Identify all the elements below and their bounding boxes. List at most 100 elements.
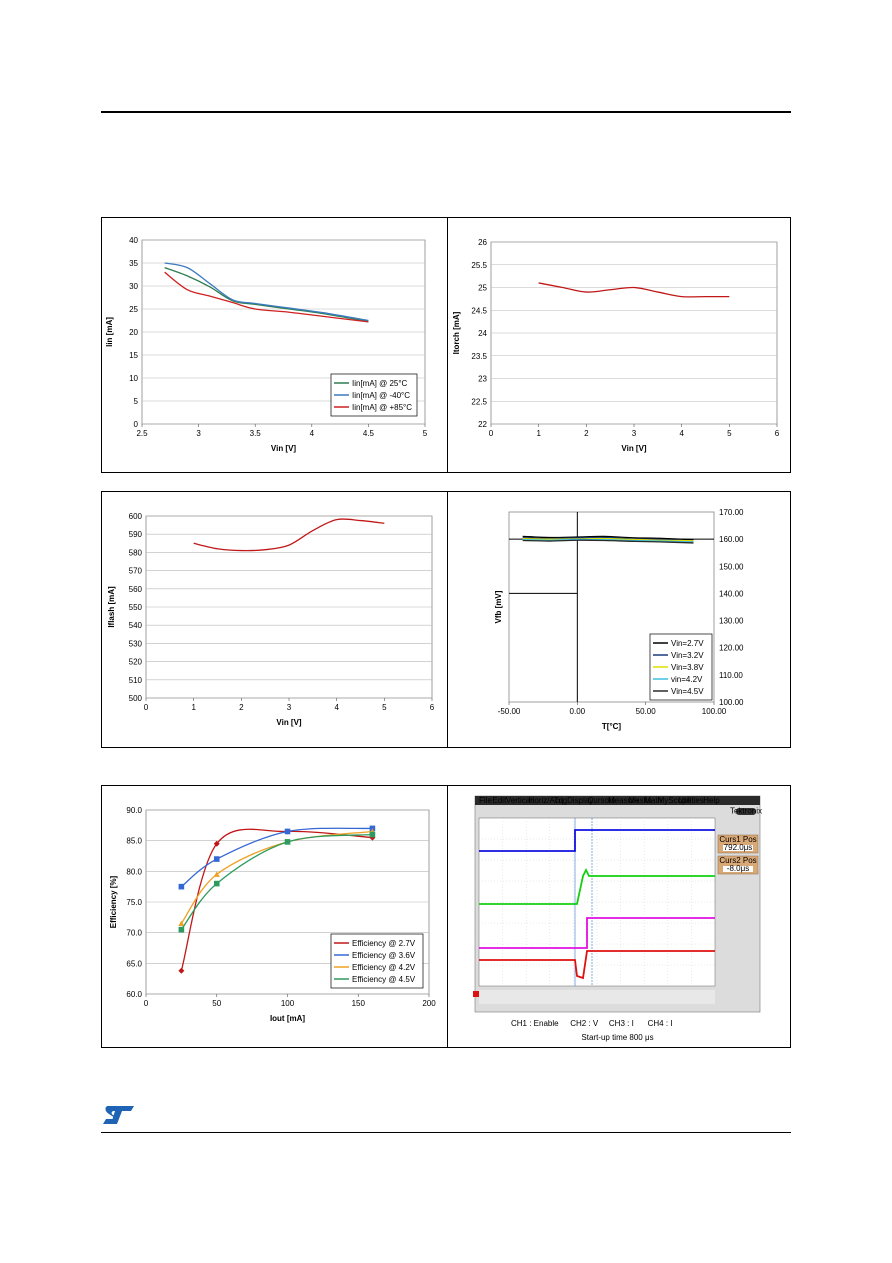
y-axis-label: Itorch [mA] [452,311,461,354]
scope-menu-item: Vertical [506,796,532,805]
scope-legend-item: CH3 : I [609,1019,634,1028]
scope-cursor-value: 792.0μs [724,843,753,852]
legend-label: Vin=3.2V [671,651,704,660]
y-tick-label: 150.00 [719,562,744,571]
x-tick-label: 3.5 [250,429,262,438]
legend-label: vin=4.2V [671,675,703,684]
x-tick-label: 4 [334,703,339,712]
x-tick-label: 2 [239,703,244,712]
scope-trace-ch2 [479,950,715,980]
y-tick-label: 0 [134,420,139,429]
scope-caption: Start-up time 800 μs [581,1033,653,1042]
series-line [522,538,694,543]
scope-legend-item: CH1 : Enable [511,1019,559,1028]
y-tick-label: 530 [129,639,143,648]
scope-cursor-label: Curs2 Pos [719,856,756,865]
data-point [178,883,185,890]
y-tick-label: 15 [129,351,138,360]
figure-cell: 22 22.5 23 23.5 24 24.5 25 25.5 26 0 1 2 3 4 5 6 Vin [V]… [447,218,790,472]
chart-body: 500 510 520 530 540 550 560 570 580 590 600 0 1 2 3 4 5 6… [107,512,435,727]
y-tick-label: 560 [129,585,143,594]
x-tick-label: 50.00 [636,707,657,716]
y-tick-label: 140.00 [719,589,744,598]
y-tick-label: 170.00 [719,508,744,517]
legend: Vin=2.7V Vin=3.2V Vin=3.8V vin=4.2V Vin=4.5V [649,633,713,701]
x-tick-label: 3 [196,429,201,438]
scope-logo-badge [736,808,756,815]
series-line [180,828,373,971]
y-tick-label: 24.5 [471,306,487,315]
y-tick-label: 540 [129,621,143,630]
scope-menubar [475,796,760,805]
series-line [164,271,369,323]
scope-ground-marker [473,991,481,997]
x-tick-label: 1 [536,429,541,438]
figure-row-3: 60.0 65.0 70.0 75.0 80.0 85.0 90.0 0 50 100 150 200… [101,785,791,1048]
chart-input-current: 0 5 10 15 20 25 30 35 40 2.5 3 3.5 4 4.5 5 Vin [V] lin [… [105,236,428,453]
figure-row-2: 500 510 520 530 540 550 560 570 580 590 600 0 1 2 3 4 5 6… [101,491,791,748]
series-line [193,518,385,552]
x-tick-label: 6 [775,429,780,438]
header-rule [101,111,791,113]
x-tick-label: 100.00 [702,707,727,716]
series-line [180,833,373,930]
legend-label: Vin=4.5V [671,687,704,696]
chart-flash-current: 500 510 520 530 540 550 560 570 580 590 600 0 1 2 3 4 5 6… [107,512,435,727]
y-axis-label: Iflash [mA] [107,586,116,628]
data-point [178,920,185,926]
scope-cursor-value: -8.0μs [727,864,749,873]
x-tick-label: 0.00 [570,707,586,716]
footer-rule [101,1132,791,1133]
figure-cell: 100.00 110.00 120.00 130.00 140.00 150.00 160.… [447,492,790,747]
chart-feedback-voltage: 100.00 110.00 120.00 130.00 140.00 150.00 160.… [494,508,744,731]
y-tick-label: 22.5 [471,397,487,406]
data-point [178,967,185,974]
y-tick-label: 35 [129,259,138,268]
y-tick-label: 23 [478,375,487,384]
x-tick-label: 0 [489,429,494,438]
y-tick-label: 580 [129,548,143,557]
y-tick-label: 550 [129,603,143,612]
data-point [213,856,220,862]
x-tick-label: 2 [584,429,589,438]
st-logo [103,1106,134,1124]
y-tick-label: 110.00 [719,671,743,680]
y-tick-label: 25 [478,284,487,293]
y-tick-label: 100.00 [719,698,744,707]
y-tick-label: 160.00 [719,535,744,544]
y-tick-label: 85.0 [126,837,142,846]
y-axis-label: lin [mA] [105,317,114,347]
x-axis-label: T[°C] [602,722,622,731]
y-tick-label: 70.0 [126,929,142,938]
data-point [284,828,291,835]
y-tick-label: 65.0 [126,959,142,968]
figure-cell: 0 5 10 15 20 25 30 35 40 2.5 3 3.5 4 4.5 5 Vin [V] lin [… [102,218,448,472]
figure-cell: 500 510 520 530 540 550 560 570 580 590 600 0 1 2 3 4 5 6… [102,492,448,747]
scope-cursor-field [723,866,753,872]
figure-cell: 60.0 65.0 70.0 75.0 80.0 85.0 90.0 0 50 100 150 200… [102,786,448,1047]
x-axis-label: Iout [mA] [270,1014,305,1023]
scope-trace-ch4 [479,917,715,949]
figure-row-1: 0 5 10 15 20 25 30 35 40 2.5 3 3.5 4 4.5 5 Vin [V] lin [… [101,217,791,473]
x-tick-label: 0 [144,703,149,712]
scope-trace-ch3 [479,867,715,905]
y-tick-label: 22 [478,420,487,429]
legend-label: Efficiency @ 4.2V [352,963,416,972]
scope-status-bar [479,990,715,1004]
y-tick-label: 500 [129,694,143,703]
scope-menu-item: Horiz/Acq [529,796,564,805]
y-axis-label: Vfb [mV] [494,590,503,623]
x-axis-label: Vin [V] [271,444,297,453]
legend-label: Efficiency @ 4.5V [352,975,416,984]
y-tick-label: 26 [478,238,487,247]
data-point [213,880,220,887]
x-axis-label: Vin [V] [621,444,647,453]
y-tick-label: 520 [129,658,143,667]
x-tick-label: 6 [430,703,435,712]
figure-cell: File Edit Vertical Horiz/Acq Trig Display Curs… [447,786,790,1047]
legend-label: Efficiency @ 3.6V [352,951,416,960]
x-tick-label: 5 [727,429,732,438]
y-tick-label: 5 [134,397,139,406]
